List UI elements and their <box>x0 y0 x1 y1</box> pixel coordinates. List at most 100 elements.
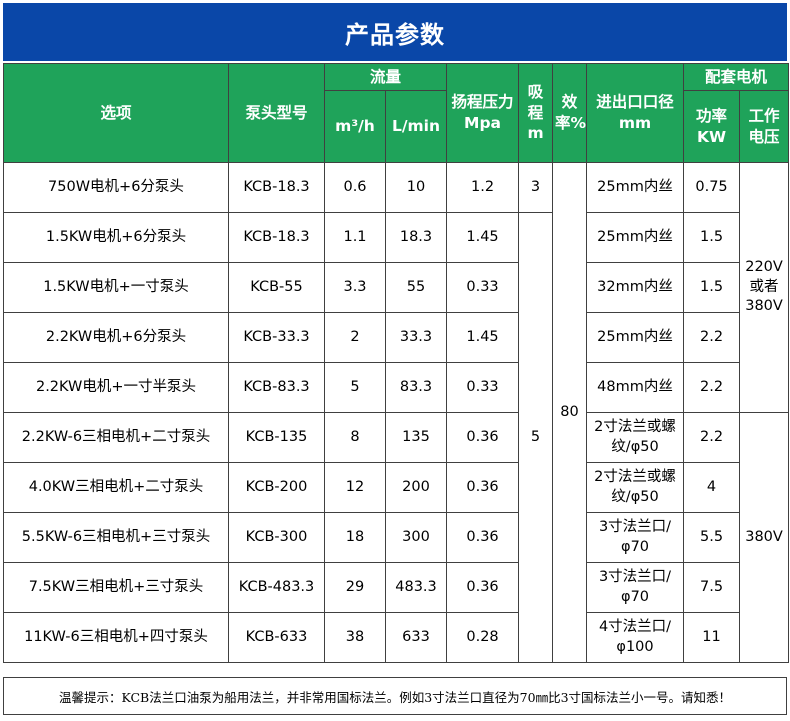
header-port: 进出口口径mm <box>586 63 685 163</box>
cell-suction: 5 <box>518 212 554 663</box>
cell-port: 4寸法兰口/φ100 <box>586 612 685 663</box>
cell-voltage: 220V或者380V <box>739 162 790 413</box>
header-pressure: 扬程压力Mpa <box>446 63 520 163</box>
cell-pressure: 0.28 <box>446 612 520 663</box>
cell-pressure: 1.45 <box>446 312 520 363</box>
cell-pressure: 0.33 <box>446 362 520 413</box>
cell-option: 2.2KW-6三相电机+二寸泵头 <box>3 412 229 463</box>
cell-option: 4.0KW三相电机+二寸泵头 <box>3 462 229 513</box>
table-row: 2.2KW-6三相电机+二寸泵头 KCB-135 8 135 0.36 2寸法兰… <box>3 412 790 663</box>
table-row: 2.2KW电机+一寸半泵头 KCB-83.3 5 83.3 0.33 48mm内… <box>3 362 789 413</box>
cell-suction: 3 <box>518 162 554 213</box>
cell-option: 2.2KW电机+6分泵头 <box>3 312 229 363</box>
cell-power: 4 <box>683 462 741 513</box>
cell-pressure: 1.45 <box>446 212 520 263</box>
header-model: 泵头型号 <box>228 63 325 163</box>
cell-flow-m3h: 8 <box>324 412 386 463</box>
cell-flow-lmin: 55 <box>384 262 448 313</box>
cell-model: KCB-18.3 <box>228 212 325 263</box>
cell-port: 48mm内丝 <box>586 362 685 413</box>
table-row: 1.5KW电机+一寸泵头 KCB-55 3.3 55 0.33 32mm内丝 1… <box>3 262 789 313</box>
cell-flow-m3h: 1.1 <box>324 212 386 263</box>
table-row: 1.5KW电机+6分泵头 KCB-18.3 1.1 18.3 1.45 5 25… <box>3 212 789 663</box>
cell-option: 11KW-6三相电机+四寸泵头 <box>3 612 229 663</box>
cell-pressure: 0.36 <box>446 562 520 613</box>
cell-power: 2.2 <box>683 312 741 363</box>
cell-pressure: 0.36 <box>446 412 520 463</box>
cell-power: 11 <box>683 612 741 663</box>
header-flow-lmin: L/min <box>384 90 448 163</box>
cell-model: KCB-18.3 <box>228 162 325 213</box>
cell-port: 32mm内丝 <box>586 262 685 313</box>
params-table: 选项 泵头型号 流量 扬程压力Mpa 吸程m 效率% 进出口口径mm 配套电机 … <box>3 63 790 663</box>
cell-flow-lmin: 33.3 <box>384 312 448 363</box>
cell-flow-m3h: 18 <box>324 512 386 563</box>
cell-flow-m3h: 2 <box>324 312 386 363</box>
cell-port: 3寸法兰口/φ70 <box>586 512 685 563</box>
table-row: 4.0KW三相电机+二寸泵头 KCB-200 12 200 0.36 2寸法兰或… <box>3 462 789 513</box>
cell-pressure: 1.2 <box>446 162 520 213</box>
cell-flow-lmin: 10 <box>384 162 448 213</box>
table-row: 7.5KW三相电机+三寸泵头 KCB-483.3 29 483.3 0.36 3… <box>3 562 789 613</box>
cell-port: 25mm内丝 <box>586 312 685 363</box>
cell-flow-lmin: 483.3 <box>384 562 448 613</box>
cell-model: KCB-300 <box>228 512 325 563</box>
cell-flow-m3h: 3.3 <box>324 262 386 313</box>
cell-power: 2.2 <box>683 412 741 463</box>
page-title: 产品参数 <box>3 3 787 61</box>
footnote: 温馨提示：KCB法兰口油泵为船用法兰，并非常用国标法兰。例如3寸法兰口直径为70… <box>3 677 787 715</box>
cell-model: KCB-483.3 <box>228 562 325 613</box>
cell-port: 2寸法兰或螺纹/φ50 <box>586 412 685 463</box>
cell-flow-m3h: 29 <box>324 562 386 613</box>
cell-port: 2寸法兰或螺纹/φ50 <box>586 462 685 513</box>
cell-port: 25mm内丝 <box>586 162 685 213</box>
cell-pressure: 0.33 <box>446 262 520 313</box>
cell-option: 1.5KW电机+6分泵头 <box>3 212 229 263</box>
cell-model: KCB-55 <box>228 262 325 313</box>
header-option: 选项 <box>3 63 229 163</box>
cell-option: 7.5KW三相电机+三寸泵头 <box>3 562 229 613</box>
cell-power: 0.75 <box>683 162 741 213</box>
cell-option: 5.5KW-6三相电机+三寸泵头 <box>3 512 229 563</box>
cell-flow-m3h: 12 <box>324 462 386 513</box>
cell-option: 750W电机+6分泵头 <box>3 162 229 213</box>
cell-option: 2.2KW电机+一寸半泵头 <box>3 362 229 413</box>
cell-port: 3寸法兰口/φ70 <box>586 562 685 613</box>
cell-power: 5.5 <box>683 512 741 563</box>
table-row: 750W电机+6分泵头 KCB-18.3 0.6 10 1.2 3 80 25m… <box>3 162 790 663</box>
table-row: 2.2KW电机+6分泵头 KCB-33.3 2 33.3 1.45 25mm内丝… <box>3 312 789 363</box>
cell-power: 1.5 <box>683 262 741 313</box>
cell-flow-lmin: 83.3 <box>384 362 448 413</box>
header-power: 功率KW <box>683 90 741 163</box>
cell-pressure: 0.36 <box>446 462 520 513</box>
cell-flow-lmin: 633 <box>384 612 448 663</box>
table-row: 5.5KW-6三相电机+三寸泵头 KCB-300 18 300 0.36 3寸法… <box>3 512 789 563</box>
cell-pressure: 0.36 <box>446 512 520 563</box>
header-motor: 配套电机 <box>683 63 790 91</box>
cell-model: KCB-200 <box>228 462 325 513</box>
header-voltage: 工作电压 <box>739 90 790 163</box>
cell-flow-m3h: 5 <box>324 362 386 413</box>
cell-flow-lmin: 200 <box>384 462 448 513</box>
cell-port: 25mm内丝 <box>586 212 685 263</box>
table-row: 11KW-6三相电机+四寸泵头 KCB-633 38 633 0.28 4寸法兰… <box>3 612 789 663</box>
header-suction: 吸程m <box>518 63 554 163</box>
cell-model: KCB-135 <box>228 412 325 463</box>
cell-power: 2.2 <box>683 362 741 413</box>
cell-voltage: 380V <box>739 412 790 663</box>
cell-flow-m3h: 38 <box>324 612 386 663</box>
cell-flow-m3h: 0.6 <box>324 162 386 213</box>
cell-flow-lmin: 135 <box>384 412 448 463</box>
header-efficiency: 效率% <box>552 63 588 163</box>
cell-option: 1.5KW电机+一寸泵头 <box>3 262 229 313</box>
cell-model: KCB-633 <box>228 612 325 663</box>
cell-flow-lmin: 18.3 <box>384 212 448 263</box>
header-flow-m3h: m³/h <box>324 90 386 163</box>
cell-power: 1.5 <box>683 212 741 263</box>
cell-model: KCB-83.3 <box>228 362 325 413</box>
cell-model: KCB-33.3 <box>228 312 325 363</box>
cell-flow-lmin: 300 <box>384 512 448 563</box>
header-flow: 流量 <box>323 63 448 91</box>
cell-efficiency: 80 <box>552 162 588 663</box>
